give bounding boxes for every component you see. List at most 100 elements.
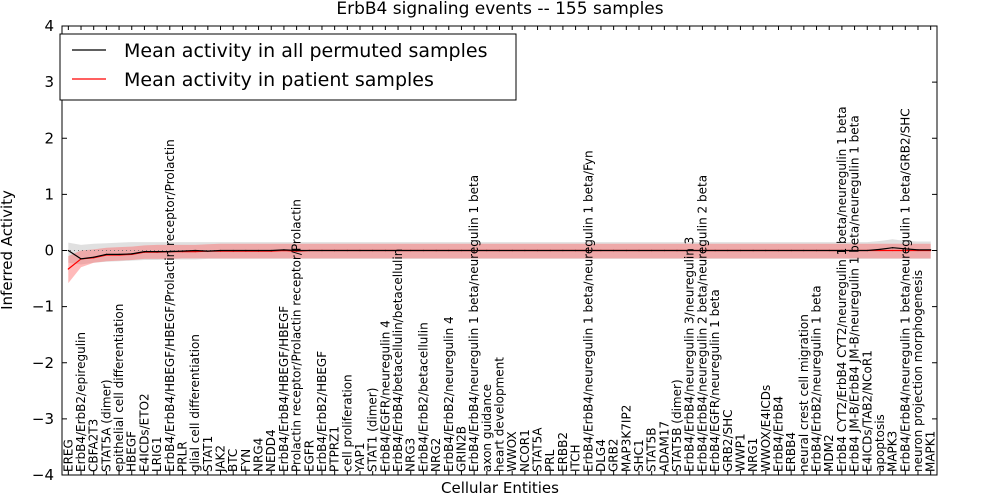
- data-point-permuted: [663, 249, 666, 252]
- axes-layer: −4 −3 −2 −1 0 1 2 3 4: [32, 17, 938, 484]
- x-tick-label: NRG4: [252, 438, 266, 472]
- data-point-permuted: [143, 251, 145, 253]
- x-tick-label: ErbB4/ErbB4/neuregulin 1 beta/neuregulin…: [581, 150, 595, 472]
- y-tick-label: −1: [32, 298, 54, 316]
- data-point-patient: [194, 251, 196, 253]
- x-tick-label: ErbB4/EGFR/neuregulin 4: [378, 320, 392, 472]
- x-tick-label: ERBB2: [556, 432, 570, 472]
- data-point-permuted: [80, 258, 82, 260]
- data-point-permuted: [486, 249, 488, 252]
- x-tick-labels: EREGErbB4/ErbB2/epiregulinCBFA2T3STAT5A …: [61, 106, 937, 473]
- data-point-permuted: [422, 249, 424, 252]
- x-tick-label: cell proliferation: [340, 374, 354, 472]
- x-tick-label: ErbB4/ErbB2/epiregulin: [74, 332, 88, 472]
- data-point-permuted: [308, 249, 310, 252]
- x-tick-label: ErbB4/ErbB4/neuregulin 3/neuregulin 3: [683, 237, 697, 472]
- x-tick-label: GRB2: [607, 438, 621, 472]
- data-point-permuted: [536, 249, 539, 252]
- x-tick-label: ADAM17: [657, 421, 671, 472]
- data-point-permuted: [714, 249, 716, 252]
- x-tick-label: ErbB4/ErbB4/neuregulin 1 beta/neuregulin…: [467, 175, 481, 472]
- data-point-permuted: [651, 249, 653, 252]
- data-point-permuted: [866, 249, 868, 252]
- data-point-permuted: [828, 249, 830, 252]
- x-tick-label: MAPK1: [924, 431, 938, 472]
- patient-band: [68, 243, 931, 284]
- data-point-permuted: [473, 249, 475, 252]
- x-tick-label: WWOX/E4ICDs: [759, 385, 773, 472]
- x-tick-label: ErbB4/ErbB2/HBEGF: [315, 351, 329, 472]
- x-tick-label: epithelial cell differentiation: [112, 304, 126, 472]
- y-tick-label: −2: [32, 354, 54, 372]
- data-point-permuted: [169, 251, 171, 253]
- y-tick-label: 4: [44, 17, 54, 35]
- x-tick-label: ErbB4/ErbB2/neuregulin 1 beta: [810, 285, 824, 472]
- chart-title: ErbB4 signaling events -- 155 samples: [336, 0, 663, 19]
- x-tick-label: STAT1: [201, 436, 215, 472]
- data-point-permuted: [93, 256, 95, 258]
- bands-layer: [62, 239, 937, 284]
- data-point-permuted: [600, 249, 602, 252]
- y-tick-label: 2: [44, 129, 54, 147]
- data-point-permuted: [917, 249, 919, 251]
- legend: Mean activity in all permuted samples Me…: [59, 33, 517, 101]
- y-tick-label: −4: [32, 466, 54, 484]
- x-tick-label: apoptosis: [873, 414, 887, 472]
- x-tick-label: NRG1: [746, 438, 760, 472]
- x-tick-label: EREG: [61, 439, 75, 472]
- x-tick-label: PRL: [543, 449, 557, 472]
- x-tick-label: MAPK3: [886, 431, 900, 472]
- data-point-patient: [904, 249, 906, 252]
- x-tick-label: STAT5B: [645, 428, 659, 473]
- data-point-permuted: [219, 249, 222, 252]
- x-tick-label: ErbB4/ErbB4/neuregulin 2 beta/neuregulin…: [695, 175, 709, 472]
- x-tick-label: EGFR: [302, 440, 316, 472]
- x-tick-label: CBFA2T3: [87, 419, 101, 472]
- x-tick-label: LRIG1: [150, 437, 164, 473]
- x-tick-label: ERBB4: [784, 432, 798, 472]
- data-point-permuted: [727, 249, 729, 252]
- data-point-permuted: [892, 247, 894, 249]
- data-point-permuted: [511, 249, 513, 252]
- data-point-permuted: [118, 253, 120, 255]
- x-tick-label: STAT5A: [531, 427, 545, 472]
- x-tick-label: NRG3: [404, 438, 418, 472]
- legend-label-permuted: Mean activity in all permuted samples: [124, 40, 487, 62]
- data-point-permuted: [372, 249, 374, 252]
- x-tick-label: ErbB4/ErbB4: [772, 396, 786, 472]
- data-point-permuted: [384, 249, 386, 252]
- data-point-permuted: [575, 249, 577, 252]
- data-point-permuted: [498, 249, 501, 252]
- x-tick-label: NRG2: [429, 438, 443, 472]
- x-tick-label: GRB2/SHC: [721, 409, 735, 472]
- data-point-permuted: [448, 249, 450, 252]
- data-point-permuted: [207, 250, 209, 252]
- x-tick-label: DLG4: [594, 439, 608, 472]
- x-tick-label: ITCH: [569, 444, 583, 472]
- data-point-permuted: [194, 249, 196, 252]
- x-tick-label: Prolactin receptor/Prolactin receptor/Pr…: [290, 199, 304, 472]
- data-point-permuted: [930, 249, 932, 251]
- data-point-permuted: [613, 249, 615, 252]
- x-tick-label: ErbB4/ErbB2/neuregulin 4: [442, 316, 456, 472]
- data-point-permuted: [854, 249, 856, 252]
- x-tick-label: MDM2: [822, 434, 836, 472]
- x-tick-label: ErbB4/ErbB4/betacellulin/betacellulin: [391, 249, 405, 472]
- x-tick-label: WWOX: [505, 431, 519, 472]
- data-point-patient: [892, 249, 894, 252]
- data-point-permuted: [270, 249, 272, 252]
- x-tick-label: GRIN2B: [455, 426, 469, 472]
- data-point-permuted: [334, 249, 336, 252]
- data-point-permuted: [359, 249, 361, 252]
- data-point-permuted: [296, 249, 298, 252]
- data-point-permuted: [562, 249, 564, 252]
- x-tick-label: STAT1 (dimer): [366, 388, 380, 472]
- data-point-permuted: [397, 249, 399, 252]
- data-point-permuted: [156, 251, 158, 253]
- data-point-permuted: [790, 249, 792, 252]
- data-point-permuted: [232, 249, 234, 252]
- y-tick-label: 0: [44, 242, 54, 260]
- x-tick-label: SHC1: [632, 439, 646, 472]
- lines-layer: [67, 247, 932, 270]
- x-tick-label: JAK2: [214, 445, 228, 473]
